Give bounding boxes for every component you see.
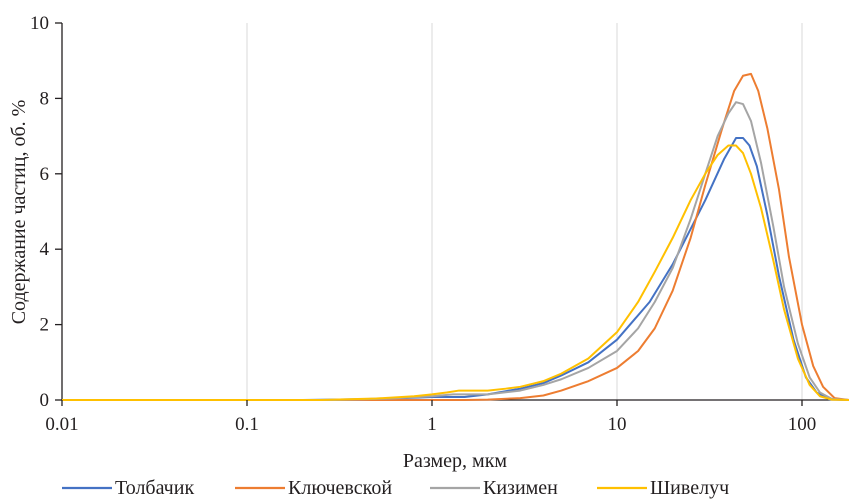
y-tick-label: 0 <box>40 390 50 411</box>
x-tick-label: 0.1 <box>235 414 259 435</box>
legend-label-2: Ключевской <box>288 477 392 499</box>
ticks-layer: 0 2 4 6 8 10 0.01 0.1 1 10 100 <box>30 13 816 435</box>
axes-layer <box>61 23 849 401</box>
series-layer <box>62 72 849 401</box>
y-tick-label: 4 <box>40 239 50 260</box>
legend: Толбачик Ключевской Кизимен Шивелуч <box>62 477 729 499</box>
legend-label-1: Толбачик <box>115 477 194 499</box>
legend-label-4: Шивелуч <box>650 477 729 499</box>
series-line-3 <box>62 101 849 401</box>
series-line-2 <box>62 72 849 401</box>
grid-layer <box>246 23 803 400</box>
x-tick-label: 1 <box>427 414 437 435</box>
y-tick-label: 2 <box>40 315 50 336</box>
y-tick-label: 6 <box>40 164 50 185</box>
x-axis-title: Размер, мкм <box>403 450 508 472</box>
x-tick-label: 10 <box>608 414 627 435</box>
series-line-4 <box>62 144 849 401</box>
y-tick-label: 8 <box>40 88 50 109</box>
x-tick-label: 100 <box>788 414 817 435</box>
legend-label-3: Кизимен <box>483 477 558 499</box>
y-axis-title: Содержание частиц, об. % <box>8 100 30 325</box>
x-tick-label: 0.01 <box>45 414 78 435</box>
y-tick-label: 10 <box>30 13 49 34</box>
series-line-1 <box>62 136 849 401</box>
